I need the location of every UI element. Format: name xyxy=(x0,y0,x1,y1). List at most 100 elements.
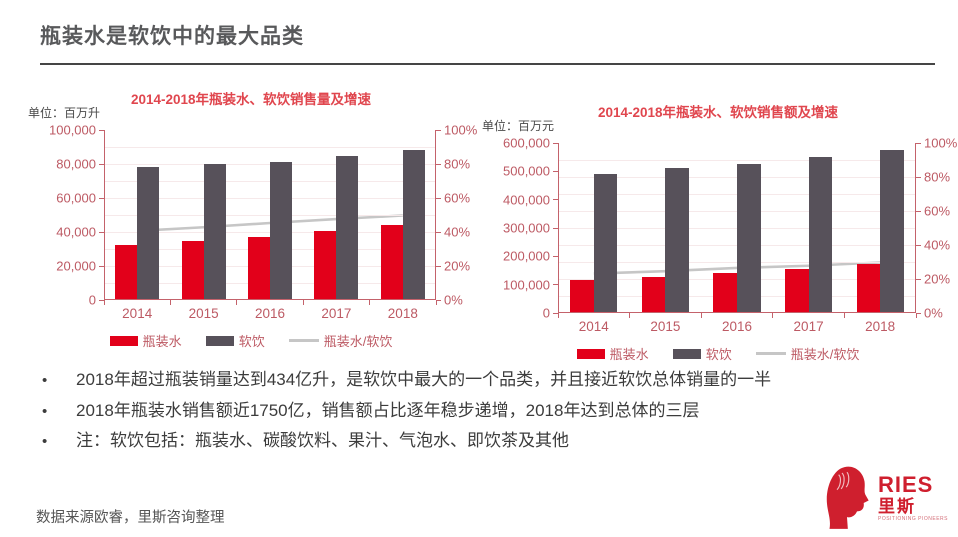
axis-tick xyxy=(99,231,104,233)
axis-tick xyxy=(436,231,441,233)
bar-软饮 xyxy=(880,149,904,312)
axis-tick xyxy=(436,163,441,165)
axis-tick xyxy=(99,265,104,267)
logo-brand-cn: 里斯 xyxy=(877,497,916,516)
chart-sales-value: 2014-2018年瓶装水、软饮销售额及增速 单位：百万元 600,000 500… xyxy=(480,101,958,367)
axis-tick xyxy=(843,313,845,318)
title-rule xyxy=(40,63,935,65)
x-axis-label: 2015 xyxy=(188,306,219,321)
legend-swatch xyxy=(288,339,319,342)
axis-tick xyxy=(700,313,702,318)
bar-软饮 xyxy=(336,156,359,299)
bar-软饮 xyxy=(665,167,690,312)
legend-item: 瓶装水 xyxy=(576,344,649,363)
legend-item: 瓶装水/软饮 xyxy=(755,344,859,363)
y-tick-label: 20% xyxy=(924,271,951,287)
bar-瓶装水 xyxy=(641,276,666,312)
gridline xyxy=(559,160,915,161)
legend-label: 软饮 xyxy=(705,347,732,362)
y-tick-label: 0 xyxy=(542,305,550,321)
y-tick-label: 60% xyxy=(924,203,951,219)
axis-tick xyxy=(436,265,441,267)
axis-tick xyxy=(169,300,171,305)
unit-label: 单位：百万升 xyxy=(28,106,101,120)
axis-tick xyxy=(436,129,441,131)
bullet-list: 2018年超过瓶装销量达到434亿升，是软饮中最大的一个品类，并且接近软饮总体销… xyxy=(42,367,920,459)
bullet-text: 2018年超过瓶装销量达到434亿升，是软饮中最大的一个品类，并且接近软饮总体销… xyxy=(76,370,772,389)
bar-软饮 xyxy=(270,162,292,299)
right-axis-line xyxy=(915,143,916,313)
bar-软饮 xyxy=(593,174,618,312)
y-tick-label: 40,000 xyxy=(56,224,96,240)
x-axis-label: 2018 xyxy=(865,319,896,334)
y-tick-label: 100,000 xyxy=(49,122,96,138)
chart-legend: 瓶装水 软饮 瓶装水/软饮 xyxy=(480,344,956,363)
legend-swatch xyxy=(576,348,605,359)
logo-tagline: POSITIONING PIONEERS xyxy=(877,516,948,522)
right-axis-ticks: 100% 80% 60% 40% 20% 0% xyxy=(436,123,477,308)
axis-tick xyxy=(916,142,921,144)
bar-软饮 xyxy=(203,163,226,299)
legend-swatch xyxy=(755,352,786,355)
axis-tick xyxy=(436,197,441,199)
source-text: 数据来源欧睿，里斯咨询整理 xyxy=(36,510,225,526)
axis-tick xyxy=(553,170,558,172)
y-tick-label: 200,000 xyxy=(503,248,550,264)
legend-label: 瓶装水 xyxy=(142,334,182,349)
axis-tick xyxy=(553,142,558,144)
x-axis-label: 2018 xyxy=(387,306,418,321)
axis-tick xyxy=(236,300,238,305)
axis-tick xyxy=(916,210,921,212)
bar-瓶装水 xyxy=(115,245,138,299)
axis-tick xyxy=(916,176,921,178)
gridline xyxy=(105,147,435,148)
chart-legend: 瓶装水 软饮 瓶装水/软饮 xyxy=(26,331,476,350)
bar-瓶装水 xyxy=(784,268,809,312)
legend-item: 瓶装水 xyxy=(109,331,182,350)
bullet-item: 2018年瓶装水销售额近1750亿，销售额占比逐年稳步递增，2018年达到总体的… xyxy=(42,398,920,424)
y-tick-label: 400,000 xyxy=(503,192,550,208)
axis-tick xyxy=(772,313,774,318)
bar-瓶装水 xyxy=(181,241,204,299)
y-tick-label: 20,000 xyxy=(56,258,96,274)
legend-swatch xyxy=(109,335,138,346)
axis-tick xyxy=(99,299,104,301)
y-tick-label: 100,000 xyxy=(503,277,550,293)
y-tick-label: 100% xyxy=(924,135,958,151)
legend-label: 软饮 xyxy=(238,334,265,349)
axis-tick xyxy=(553,199,558,201)
axis-tick xyxy=(436,299,441,301)
y-tick-label: 0% xyxy=(444,292,463,308)
bullet-item: 2018年超过瓶装销量达到434亿升，是软饮中最大的一个品类，并且接近软饮总体销… xyxy=(42,367,920,393)
bar-瓶装水 xyxy=(856,263,881,312)
y-tick-label: 80% xyxy=(444,156,471,172)
y-tick-label: 600,000 xyxy=(503,135,550,151)
plot-area xyxy=(99,129,441,305)
bullet-dot xyxy=(42,428,76,454)
y-tick-label: 0% xyxy=(924,305,943,321)
legend-item: 软饮 xyxy=(672,344,732,363)
left-axis-line xyxy=(558,143,559,313)
axis-tick xyxy=(916,278,921,280)
axis-tick xyxy=(553,227,558,229)
plot-area xyxy=(553,142,921,318)
y-tick-label: 80,000 xyxy=(56,156,96,172)
x-axis-label: 2017 xyxy=(321,306,352,321)
y-tick-label: 60,000 xyxy=(56,190,96,206)
axis-tick xyxy=(629,313,631,318)
bar-瓶装水 xyxy=(248,236,270,299)
x-axis-labels: 2014 2015 2016 2017 2018 xyxy=(104,306,436,321)
page-title: 瓶装水是软饮中的最大品类 xyxy=(40,25,304,48)
axis-tick xyxy=(99,163,104,165)
axis-tick xyxy=(916,244,921,246)
y-tick-label: 100% xyxy=(444,122,478,138)
bullet-dot xyxy=(42,367,76,393)
bar-软饮 xyxy=(737,164,761,312)
axis-tick xyxy=(369,300,371,305)
axis-tick xyxy=(103,300,105,305)
chart-sales-volume: 2014-2018年瓶装水、软饮销售量及增速 单位：百万升 100,000 80,… xyxy=(26,88,477,360)
head-silhouette-icon xyxy=(826,466,869,529)
axis-tick xyxy=(99,197,104,199)
legend-label: 瓶装水/软饮 xyxy=(323,334,393,349)
